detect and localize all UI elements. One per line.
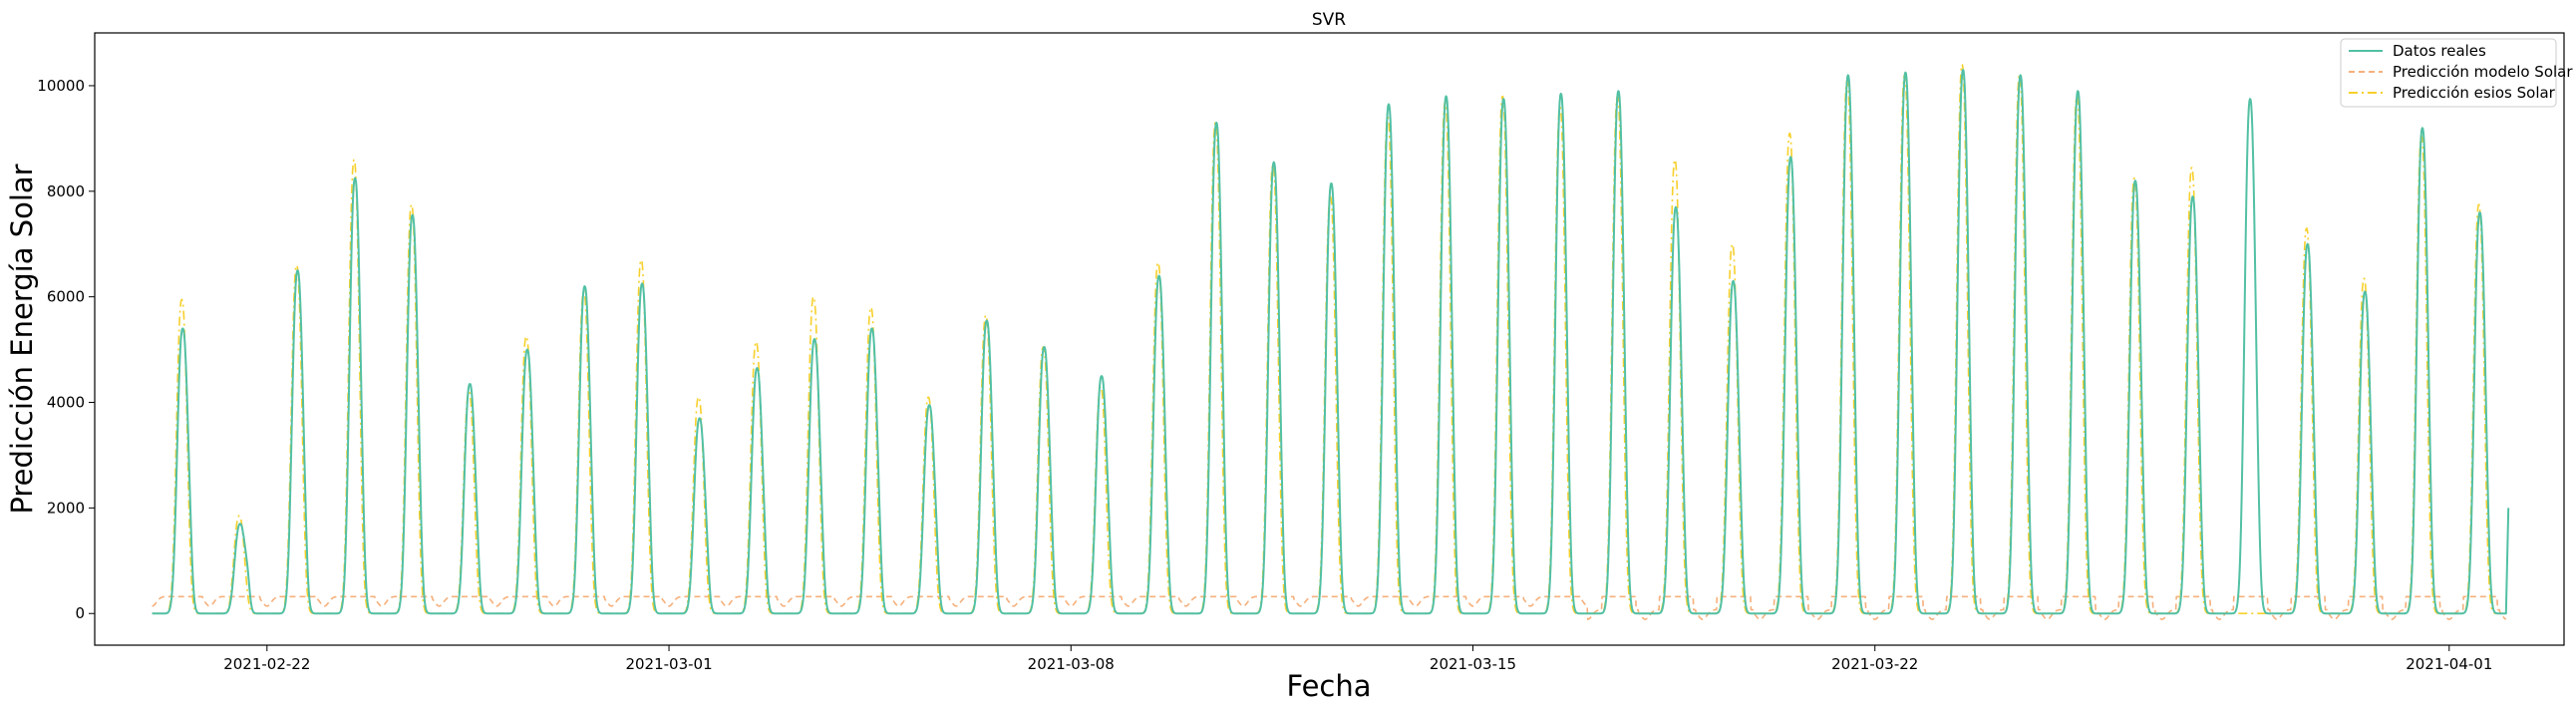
legend-box — [2340, 38, 2557, 108]
series-lines — [152, 64, 2510, 620]
series-line-model — [152, 595, 2507, 620]
y-axis-label: Predicción Energía Solar — [5, 164, 39, 514]
y-tick-label: 2000 — [47, 499, 85, 517]
y-tick-label: 4000 — [47, 394, 85, 412]
x-tick-label: 2021-04-01 — [2406, 655, 2492, 673]
chart-title: SVR — [1312, 10, 1346, 30]
x-axis-label: Fecha — [1286, 669, 1371, 703]
y-tick-label: 6000 — [47, 288, 85, 306]
series-line-real — [152, 69, 2510, 615]
x-tick-label: 2021-02-22 — [223, 655, 310, 673]
legend-label: Predicción modelo Solar — [2393, 63, 2573, 81]
y-tick-label: 10000 — [37, 77, 85, 95]
legend-label: Predicción esios Solar — [2393, 84, 2556, 102]
x-tick-label: 2021-03-22 — [1831, 655, 1918, 673]
y-axis-ticks: 0 2000 4000 6000 8000 10000 — [37, 77, 95, 622]
plot-area — [94, 32, 2565, 646]
legend-label: Datos reales — [2393, 42, 2486, 60]
plot-frame — [94, 32, 2565, 646]
legend: Datos reales Predicción modelo Solar Predi… — [2340, 38, 2573, 108]
y-tick-label: 8000 — [47, 182, 85, 200]
y-tick-label: 0 — [75, 604, 85, 622]
x-tick-label: 2021-03-15 — [1430, 655, 1516, 673]
x-axis-ticks: 2021-02-22 2021-03-01 2021-03-08 2021-03-15… — [223, 645, 2492, 673]
x-tick-label: 2021-03-08 — [1028, 655, 1115, 673]
x-tick-label: 2021-03-01 — [625, 655, 712, 673]
